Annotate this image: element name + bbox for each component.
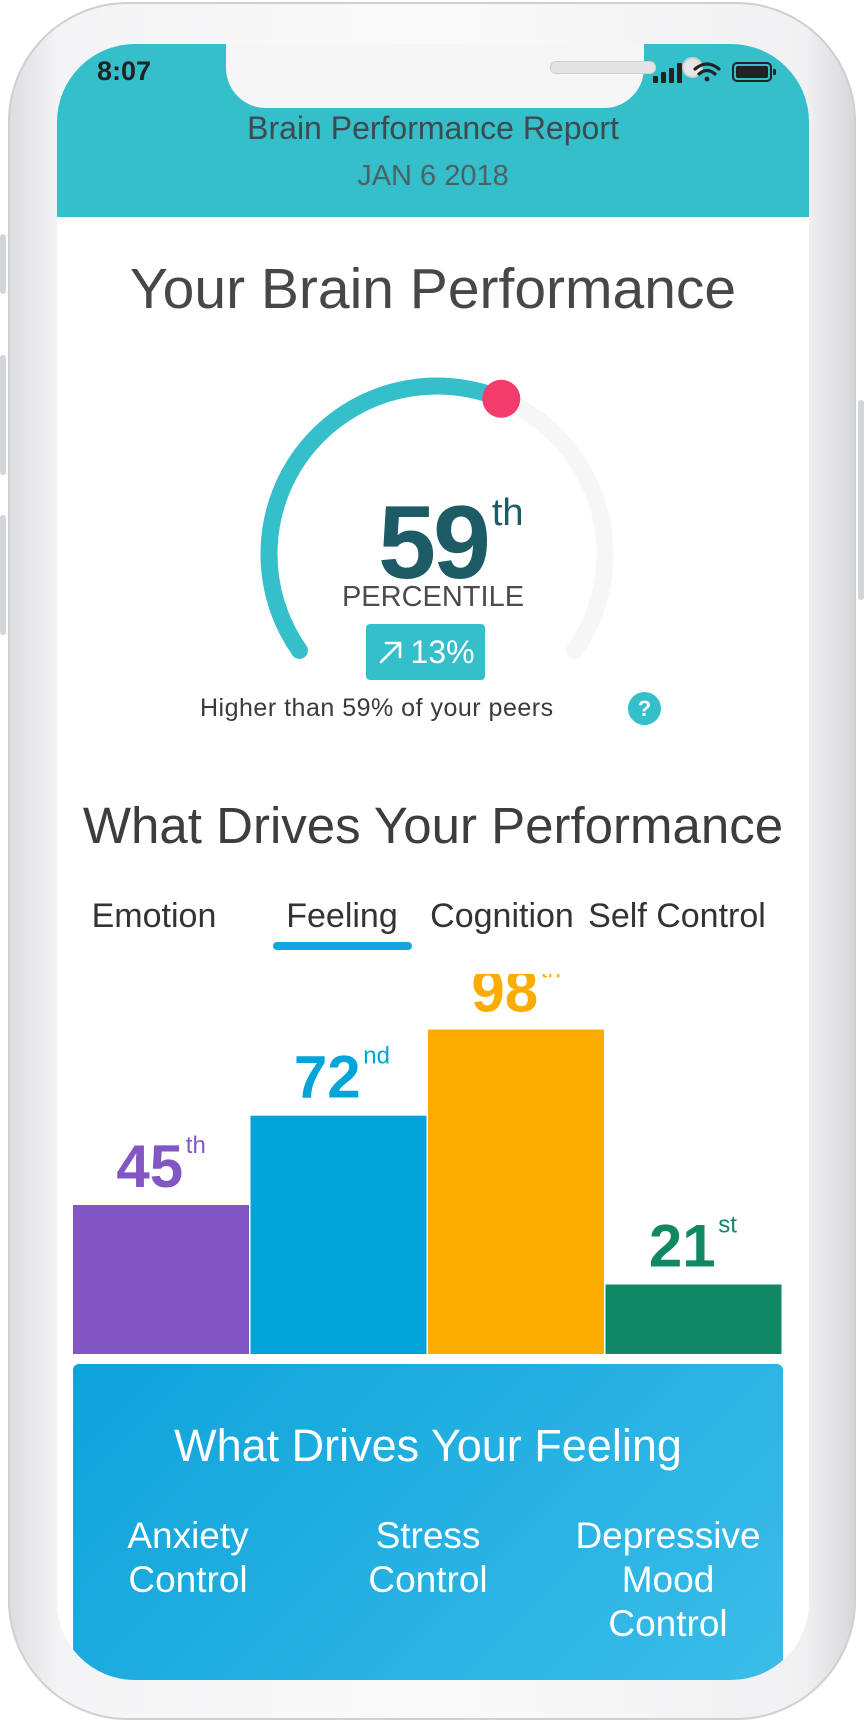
depressive-mood-control-item[interactable]: Depressive Mood Control (553, 1514, 783, 1646)
front-camera (682, 57, 703, 78)
battery-icon (732, 62, 776, 82)
bar-value-label: 98 (471, 974, 538, 1025)
status-icons (653, 62, 776, 83)
tab-emotion[interactable]: Emotion (91, 897, 217, 935)
phone-side-button (0, 515, 6, 635)
tab-self-control[interactable]: Self Control (588, 897, 766, 935)
change-value: 13% (410, 633, 475, 670)
panel-item-line: Depressive (575, 1515, 761, 1556)
phone-side-button (0, 234, 6, 294)
panel-item-line: Stress (375, 1515, 481, 1556)
panel-item-line: Mood (621, 1559, 715, 1600)
feeling-panel-title: What Drives Your Feeling (174, 1420, 682, 1471)
report-date: JAN 6 2018 (357, 160, 509, 192)
bar-value-suffix: nd (363, 1043, 390, 1070)
panel-item-line: Anxiety (127, 1515, 249, 1556)
app-screen: Brain Performance Report JAN 6 2018 8:07… (57, 44, 809, 1680)
phone-notch (226, 44, 703, 108)
gauge-marker (482, 379, 521, 418)
bar-value-label: 45 (116, 1133, 183, 1200)
percentile-value: 59 (378, 485, 491, 601)
bar-value-suffix: th (186, 1132, 206, 1159)
bar-value-suffix: st (718, 1212, 737, 1239)
phone-side-button (0, 355, 6, 475)
status-time: 8:07 (97, 56, 152, 86)
gauge-progress (260, 377, 510, 659)
peers-comparison: Higher than 59% of your peers (200, 694, 554, 722)
panel-item-line: Control (608, 1603, 728, 1644)
help-icon[interactable]: ? (628, 692, 661, 725)
bar-cognition[interactable] (428, 1029, 604, 1354)
percentile-gauge (260, 377, 614, 659)
performance-heading: Your Brain Performance (129, 257, 737, 321)
panel-item-line: Control (128, 1559, 248, 1600)
percentile-suffix: th (491, 492, 524, 534)
change-badge: 13% (366, 624, 485, 680)
active-tab-indicator (273, 942, 412, 950)
tab-feeling[interactable]: Feeling (286, 897, 398, 935)
anxiety-control-item[interactable]: Anxiety Control (73, 1514, 303, 1602)
feeling-panel: What Drives Your Feeling Anxiety Control … (73, 1364, 783, 1680)
bar-self-control[interactable] (605, 1284, 782, 1355)
speaker-grille (550, 61, 656, 74)
percentile-label: PERCENTILE (341, 581, 525, 613)
signal-icon (653, 63, 682, 83)
stress-control-item[interactable]: Stress Control (313, 1514, 543, 1602)
bar-value-suffix: th (541, 974, 561, 984)
bar-feeling[interactable] (250, 1115, 427, 1354)
bar-value-label: 72 (294, 1044, 361, 1111)
panel-item-line: Control (368, 1559, 488, 1600)
phone-power-button (858, 400, 864, 600)
wifi-icon (693, 62, 721, 82)
drivers-heading: What Drives Your Performance (82, 797, 784, 854)
bar-value-label: 21 (649, 1213, 716, 1280)
drivers-bar-chart: 45th72nd98th21st (73, 974, 782, 1355)
report-title: Brain Performance Report (247, 110, 619, 146)
tab-cognition[interactable]: Cognition (430, 897, 574, 935)
arrow-up-right-icon (380, 641, 402, 664)
bar-emotion[interactable] (73, 1205, 249, 1354)
